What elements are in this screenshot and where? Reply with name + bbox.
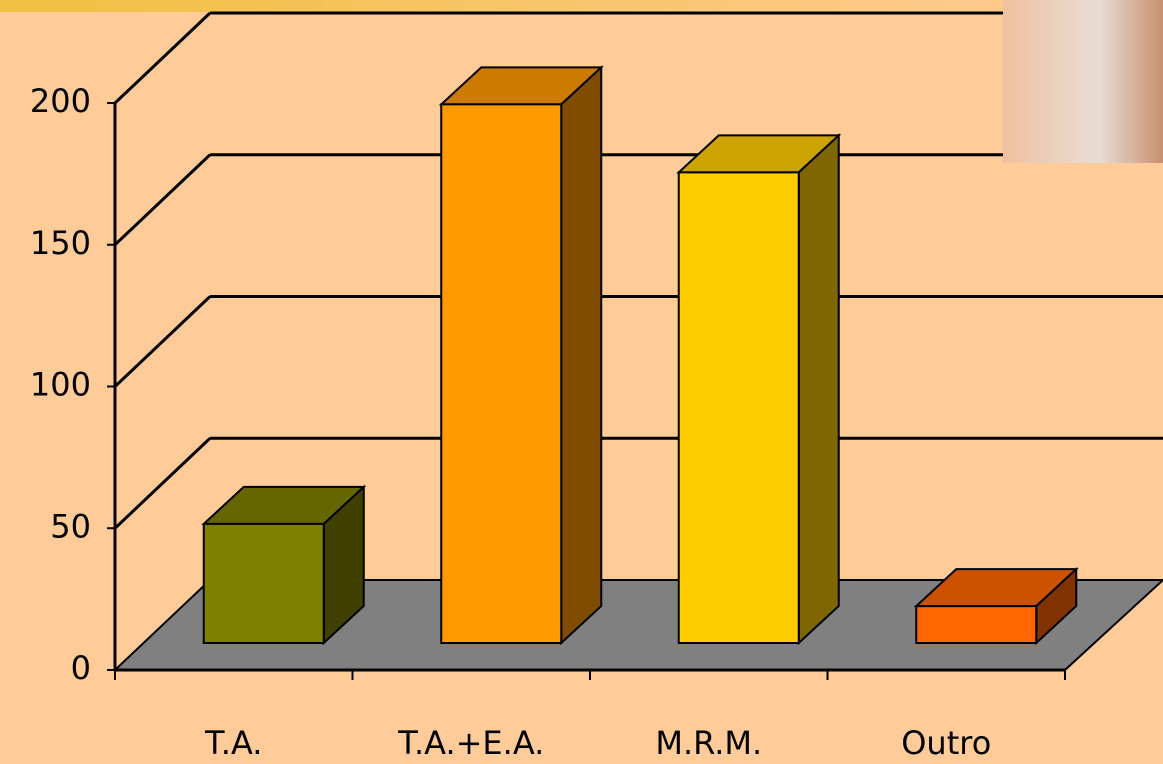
top-strip (0, 0, 1163, 12)
bar (679, 172, 799, 643)
x-tick-label: M.R.M. (655, 724, 762, 762)
y-tick-label: 150 (30, 224, 91, 262)
x-tick-label: T.A. (204, 724, 262, 762)
x-tick-label: Outro (901, 724, 991, 762)
y-tick-label: 0 (71, 649, 91, 687)
y-tick-label: 50 (50, 507, 91, 545)
bar (916, 606, 1036, 643)
photo (1003, 0, 1163, 163)
bar (441, 104, 561, 643)
chart: 0 50 100 150 200 T.A. T.A.+E.A. M.R.M. Outro (0, 0, 1163, 764)
bar (204, 524, 324, 643)
y-tick-label: 200 (30, 82, 91, 120)
bar-side (799, 135, 839, 643)
y-tick-label: 100 (30, 366, 91, 404)
x-tick-label: T.A.+E.A. (397, 724, 544, 762)
bar-side (561, 67, 601, 643)
